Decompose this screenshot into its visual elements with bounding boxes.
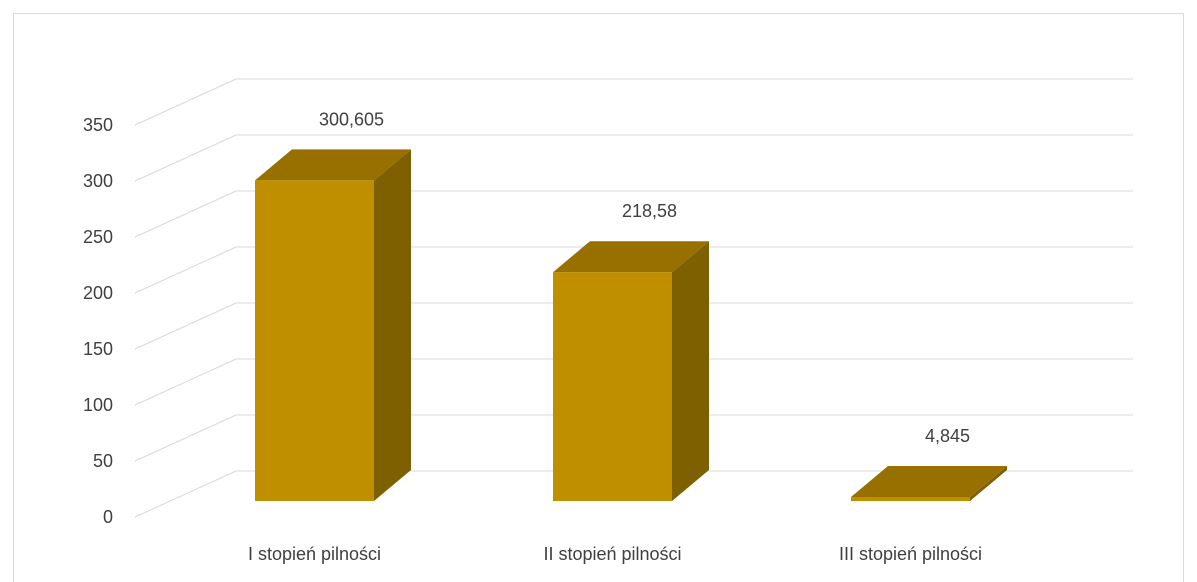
y-tick-label: 300: [83, 171, 113, 191]
y-tick-label: 0: [103, 507, 113, 527]
gridline-depth-100: [134, 358, 237, 406]
bar[interactable]: [553, 272, 672, 501]
chart-frame: [13, 13, 1184, 582]
data-label: 218,58: [622, 201, 677, 221]
data-label: 300,605: [319, 109, 384, 129]
y-tick-label: 250: [83, 227, 113, 247]
gridline-depth-300: [134, 134, 237, 182]
bar-side: [672, 241, 709, 501]
bar-top: [553, 241, 709, 273]
x-tick-label: III stopień pilności: [839, 544, 982, 564]
bar-top: [255, 149, 411, 181]
bar-side: [374, 149, 411, 502]
gridline-depth-150: [134, 302, 237, 350]
data-label: 4,845: [925, 426, 970, 446]
bar-top: [851, 466, 1007, 497]
gridline-depth-50: [134, 414, 237, 462]
x-tick-label: II stopień pilności: [543, 544, 681, 564]
gridline-depth-250: [134, 190, 237, 238]
bar[interactable]: [851, 497, 970, 501]
y-tick-label: 200: [83, 283, 113, 303]
gridline-depth-0: [134, 470, 237, 518]
gridline-depth-200: [134, 246, 237, 294]
bar[interactable]: [255, 180, 374, 502]
x-tick-label: I stopień pilności: [248, 544, 381, 564]
y-tick-label: 100: [83, 395, 113, 415]
bar-side: [970, 466, 1007, 501]
y-tick-label: 150: [83, 339, 113, 359]
gridline-depth-350: [134, 78, 237, 126]
y-tick-label: 350: [83, 115, 113, 135]
y-tick-label: 50: [93, 451, 113, 471]
